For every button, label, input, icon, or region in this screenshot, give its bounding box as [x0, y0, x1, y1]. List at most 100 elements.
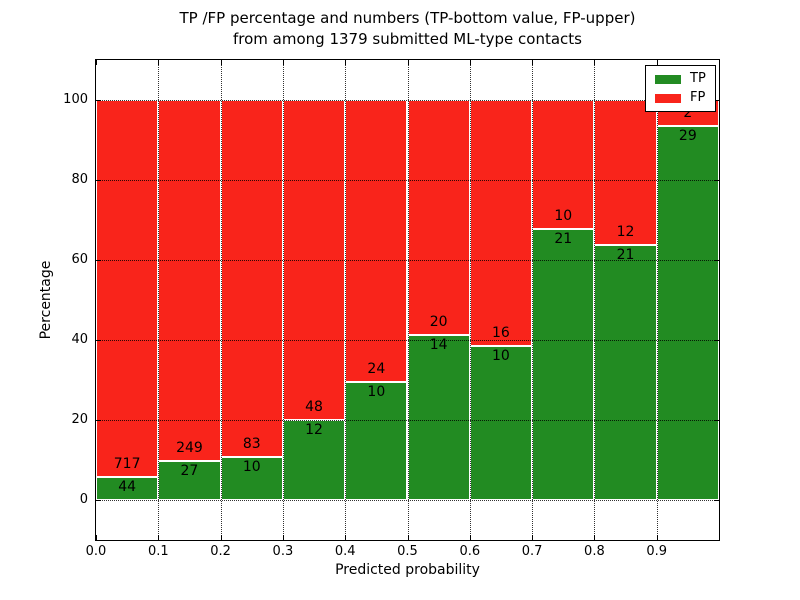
y-tick-mark: [96, 340, 101, 341]
tp-count-label: 10: [492, 348, 510, 365]
fp-count-label: 2: [683, 104, 693, 121]
tp-bar-segment: [532, 229, 595, 500]
fp-count-label: 16: [492, 325, 510, 342]
x-tick-mark: [96, 60, 97, 65]
x-tick-mark: [532, 60, 534, 65]
x-tick-mark: [656, 60, 658, 65]
gridline-vertical: [532, 60, 534, 540]
gridline-vertical: [656, 60, 658, 540]
x-tick-mark: [345, 535, 347, 540]
fp-bar-segment: [345, 100, 408, 383]
tp-bar-segment: [96, 476, 159, 500]
x-tick-label: 0.9: [646, 544, 668, 559]
x-tick-mark: [594, 535, 596, 540]
x-tick-mark: [469, 535, 471, 540]
y-tick-label: 0: [79, 492, 88, 507]
x-tick-mark: [282, 60, 284, 65]
x-tick-label: 0.2: [210, 544, 231, 559]
legend-label: TP: [690, 71, 706, 86]
x-tick-mark: [158, 60, 160, 65]
legend-label: FP: [690, 90, 706, 105]
tp-legend-swatch: [655, 74, 681, 84]
tp-count-label: 44: [118, 478, 137, 495]
fp-legend-swatch: [655, 93, 681, 103]
x-tick-mark: [345, 60, 347, 65]
y-tick-mark: [714, 340, 719, 341]
x-tick-mark: [656, 535, 658, 540]
y-tick-mark: [96, 420, 101, 421]
x-tick-mark: [220, 60, 222, 65]
y-tick-mark: [96, 260, 101, 261]
legend-entry: TP: [655, 72, 706, 86]
y-tick-mark: [714, 420, 719, 421]
fp-bar-segment: [469, 100, 533, 347]
x-tick-mark: [282, 535, 284, 540]
x-tick-mark: [220, 535, 222, 540]
x-tick-label: 0.8: [584, 544, 605, 559]
fp-bar-segment: [407, 100, 470, 336]
tp-bar-segment: [158, 460, 221, 500]
legend-entry: FP: [655, 91, 706, 105]
fp-bar-segment: [220, 100, 283, 457]
x-tick-label: 0.4: [334, 544, 356, 559]
fp-count-label: 717: [113, 455, 141, 472]
y-axis-label: Percentage: [38, 260, 54, 340]
y-tick-mark: [714, 260, 719, 261]
y-tick-mark: [714, 180, 719, 181]
x-axis-label: Predicted probability: [335, 562, 480, 578]
x-tick-label: 0.1: [147, 544, 169, 559]
y-tick-label: 20: [71, 412, 88, 427]
tp-count-label: 10: [367, 384, 386, 401]
plot-area: 717 44 249 27 83 10 48 12 24 10 20 14 16 10 10 21 12 21 2 2…: [95, 59, 720, 541]
fp-count-label: 20: [429, 314, 448, 331]
x-tick-mark: [96, 535, 97, 540]
y-tick-mark: [96, 500, 101, 501]
y-tick-mark: [714, 100, 719, 101]
legend: TP FP: [645, 65, 716, 112]
x-tick-mark: [594, 60, 596, 65]
x-tick-label: 0.3: [272, 544, 294, 559]
tp-bar-segment: [407, 335, 470, 500]
gridline-vertical: [345, 60, 347, 540]
fp-count-label: 12: [616, 224, 635, 241]
tp-count-label: 21: [554, 231, 573, 248]
x-tick-mark: [407, 535, 409, 540]
tp-count-label: 14: [429, 337, 448, 354]
fp-count-label: 249: [176, 439, 203, 456]
fp-count-label: 10: [554, 208, 573, 225]
x-tick-label: 0.5: [397, 544, 418, 559]
x-tick-mark: [407, 60, 409, 65]
y-tick-label: 40: [71, 332, 88, 347]
x-tick-mark: [158, 535, 160, 540]
x-tick-mark: [532, 535, 534, 540]
tp-bar-segment: [469, 346, 533, 500]
fp-bar-segment: [158, 100, 221, 461]
y-tick-label: 100: [63, 92, 88, 107]
x-tick-label: 0.0: [85, 544, 107, 559]
tp-count-label: 10: [242, 459, 261, 475]
x-tick-mark: [469, 60, 471, 65]
y-tick-mark: [714, 500, 719, 501]
tp-count-label: 29: [678, 127, 697, 144]
y-tick-label: 60: [71, 252, 88, 267]
tp-bar-segment: [656, 125, 719, 500]
fp-count-label: 83: [242, 436, 261, 452]
tp-bar-segment: [220, 457, 283, 500]
fp-bar-segment: [96, 100, 159, 477]
chart-title-line2: from among 1379 submitted ML-type contac…: [233, 30, 582, 48]
gridline-vertical: [407, 60, 409, 540]
chart-title-line1: TP /FP percentage and numbers (TP-bottom…: [179, 9, 636, 27]
gridline-vertical: [220, 60, 222, 540]
gridline-vertical: [282, 60, 284, 540]
y-tick-mark: [96, 180, 101, 181]
tp-count-label: 21: [616, 247, 635, 264]
fp-count-label: 24: [367, 361, 386, 378]
gridline-vertical: [594, 60, 596, 540]
tp-bar-segment: [594, 245, 657, 500]
x-tick-label: 0.7: [521, 544, 543, 559]
fp-count-label: 48: [305, 399, 323, 415]
x-tick-label: 0.6: [459, 544, 481, 559]
gridline-vertical: [469, 60, 471, 540]
y-tick-label: 80: [71, 172, 88, 187]
